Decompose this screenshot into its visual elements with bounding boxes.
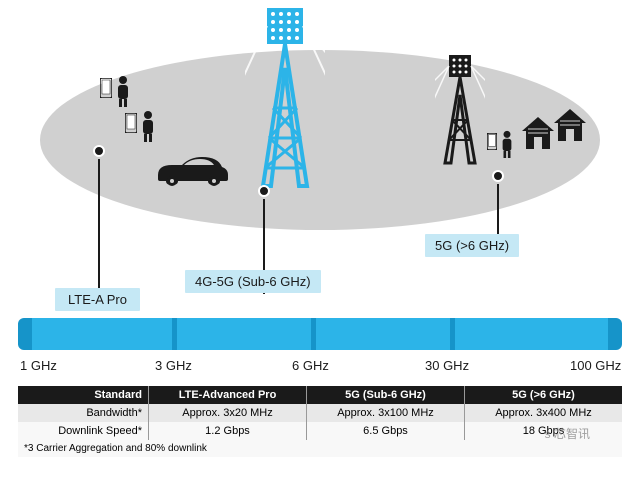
person-icon [140, 110, 156, 147]
tick-label: 100 GHz [570, 358, 621, 373]
watermark: s 芯智讯 [545, 425, 590, 442]
cell: 18 Gbps [464, 422, 622, 440]
pin-icon [492, 170, 504, 182]
th: 5G (>6 GHz) [464, 386, 622, 404]
footnote: *3 Carrier Aggregation and 80% downlink [18, 440, 622, 457]
small-cell-tower-icon [435, 55, 485, 165]
cell: 6.5 Gbps [306, 422, 464, 440]
th: 5G (Sub-6 GHz) [306, 386, 464, 404]
phone-icon [100, 78, 112, 103]
table-row: Bandwidth* Approx. 3x20 MHz Approx. 3x10… [18, 404, 622, 422]
person-icon [115, 75, 131, 112]
person-icon [500, 130, 514, 163]
house-icon [552, 107, 588, 148]
label-mmw: 5G (>6 GHz) [425, 234, 519, 257]
cell: Approx. 3x20 MHz [148, 404, 306, 422]
table-header: Standard LTE-Advanced Pro 5G (Sub-6 GHz)… [18, 386, 622, 404]
phone-icon [487, 133, 497, 155]
macro-tower-icon [245, 8, 325, 188]
cell: Approx. 3x100 MHz [306, 404, 464, 422]
pin-icon [93, 145, 105, 157]
table-row: Downlink Speed* 1.2 Gbps 6.5 Gbps 18 Gbp… [18, 422, 622, 440]
car-icon [150, 155, 230, 192]
cell: 1.2 Gbps [148, 422, 306, 440]
th: Standard [18, 386, 148, 404]
house-icon [520, 115, 556, 156]
label-lte: LTE-A Pro [55, 288, 140, 311]
scene [0, 0, 640, 260]
tick-label: 30 GHz [425, 358, 469, 373]
spectrum-bar [18, 318, 622, 350]
label-sub6: 4G-5G (Sub-6 GHz) [185, 270, 321, 293]
row-label: Bandwidth* [18, 404, 148, 422]
tick-label: 3 GHz [155, 358, 192, 373]
row-label: Downlink Speed* [18, 422, 148, 440]
spec-table: Standard LTE-Advanced Pro 5G (Sub-6 GHz)… [18, 386, 622, 457]
cell: Approx. 3x400 MHz [464, 404, 622, 422]
tick-label: 1 GHz [20, 358, 57, 373]
tick-label: 6 GHz [292, 358, 329, 373]
th: LTE-Advanced Pro [148, 386, 306, 404]
phone-icon [125, 113, 137, 138]
pin-icon [258, 185, 270, 197]
